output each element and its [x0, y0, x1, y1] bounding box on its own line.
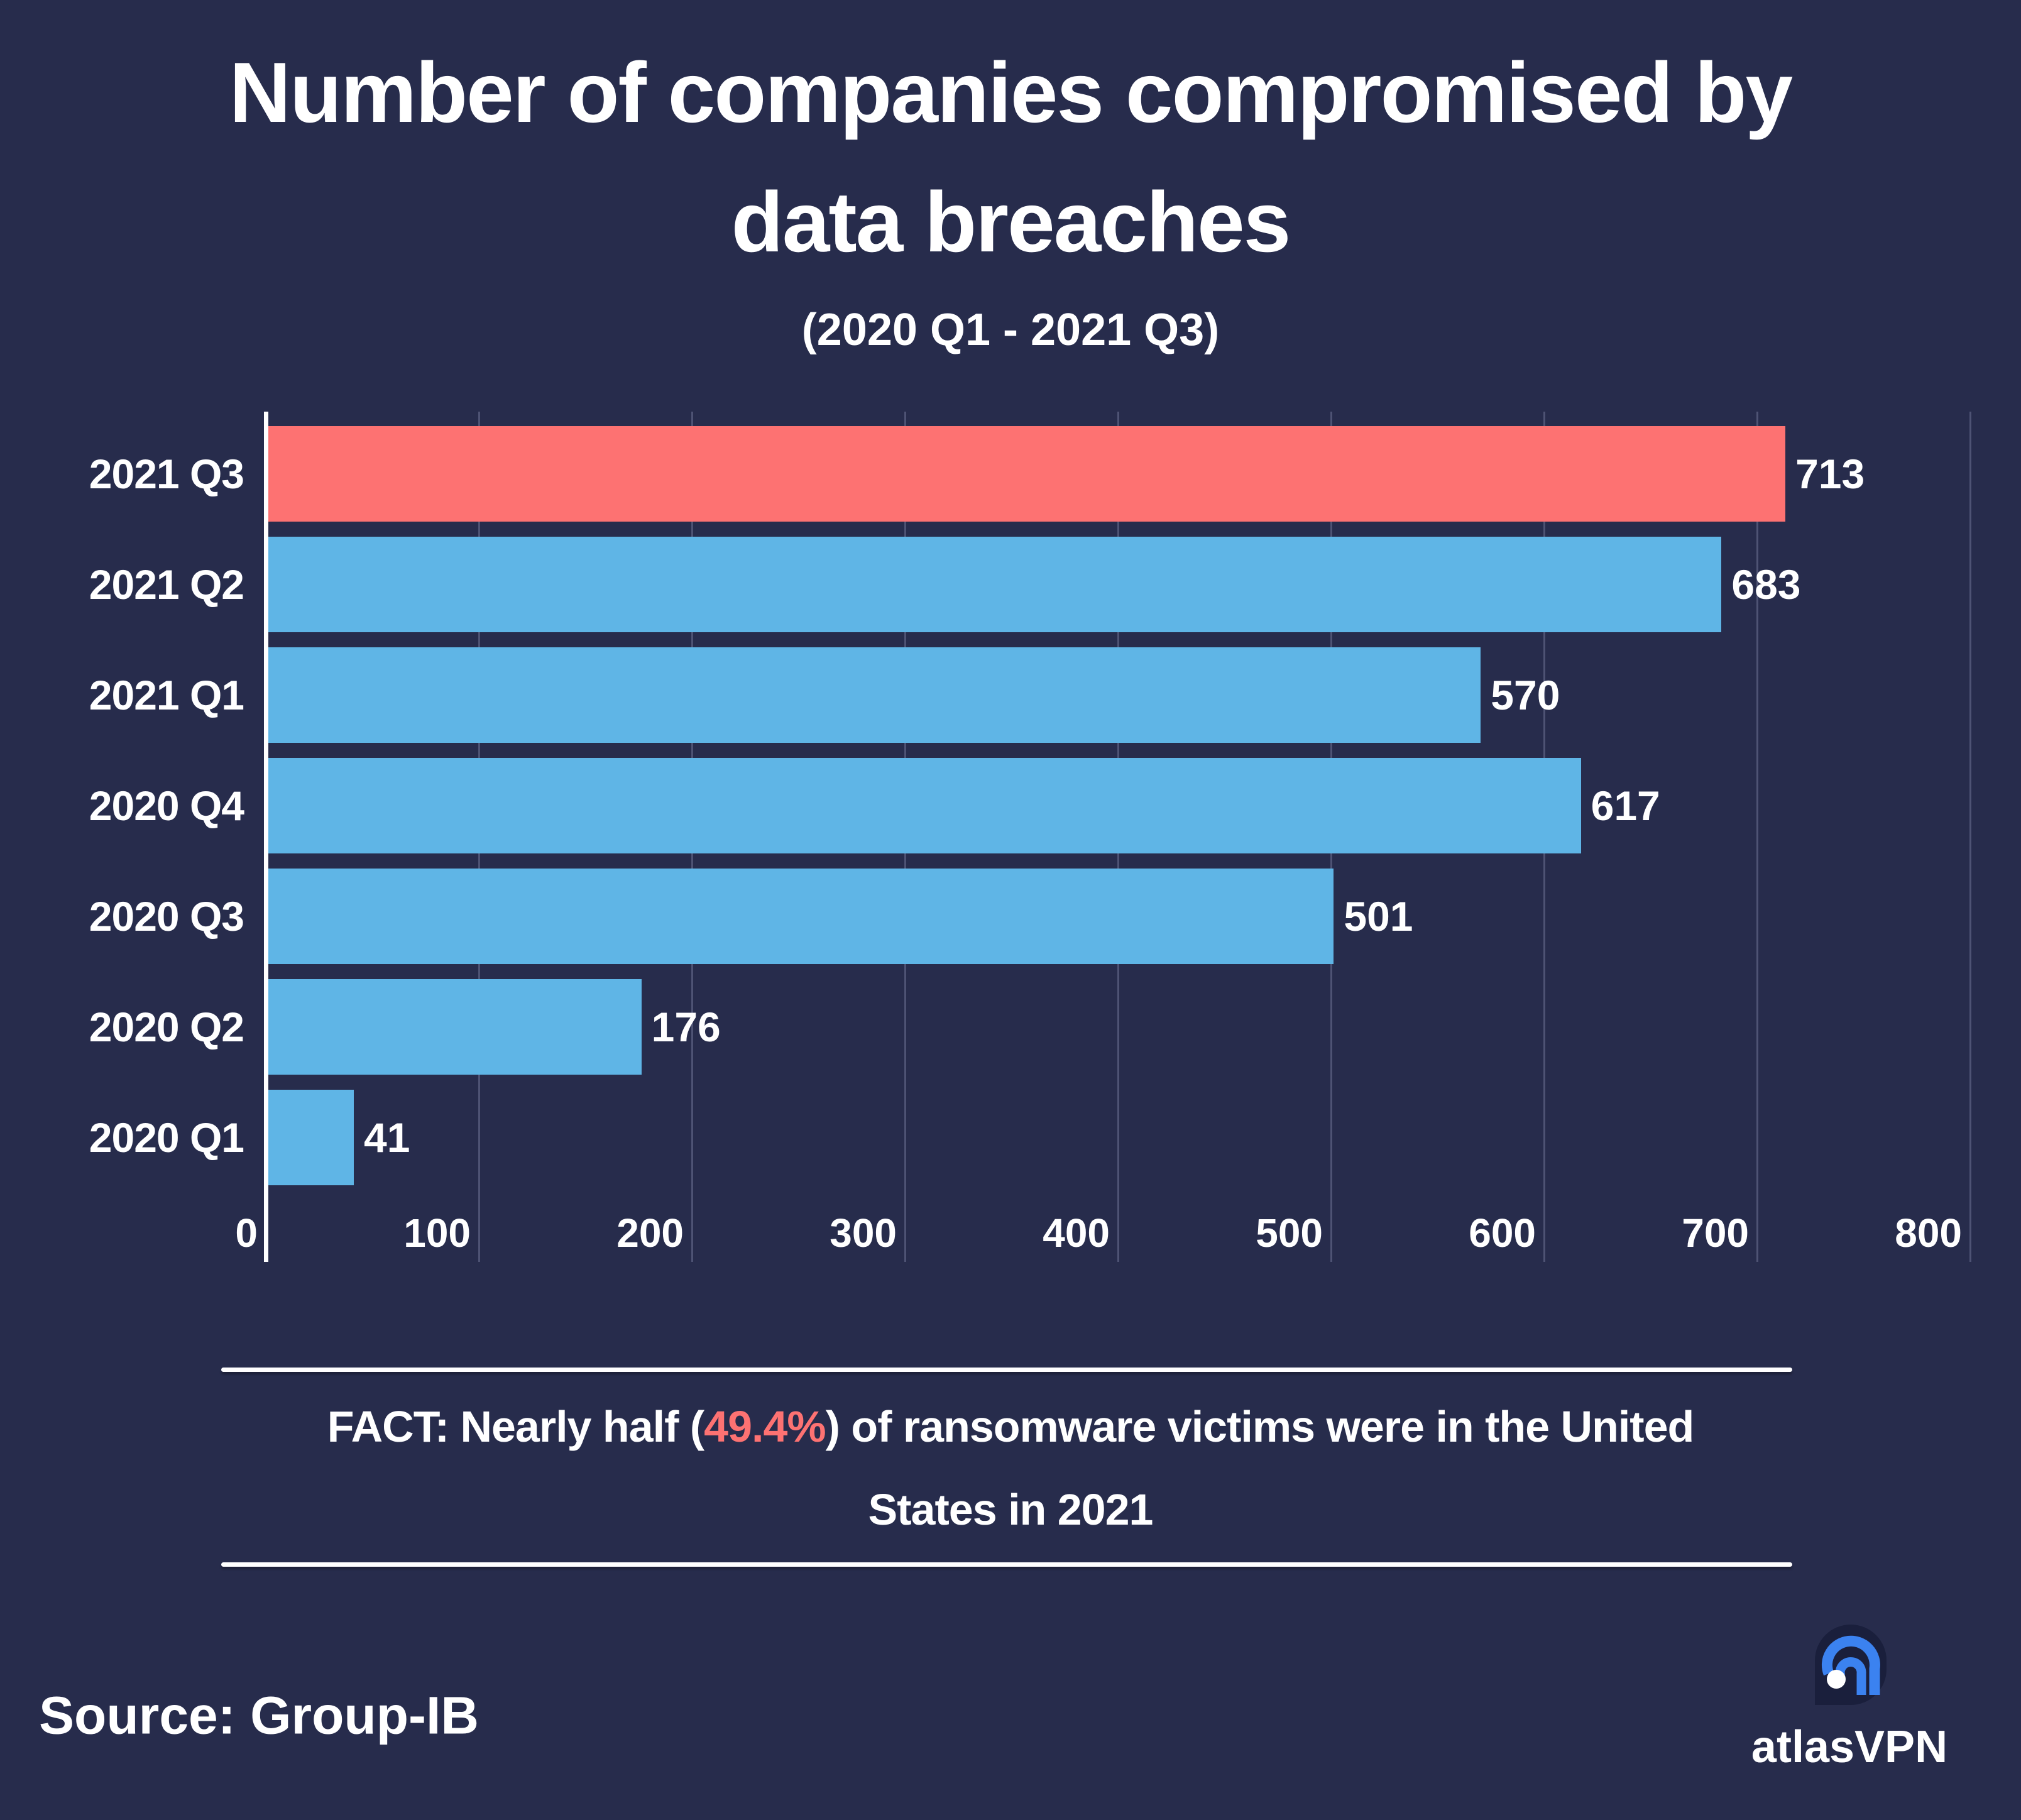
fact-divider-bottom [221, 1562, 1792, 1567]
x-tick-label-700: 700 [1682, 1210, 1749, 1256]
wordmark-atlas: atlas [1751, 1722, 1855, 1772]
x-tick-label-200: 200 [616, 1210, 684, 1256]
atlasvpn-wordmark: atlasVPN [1724, 1722, 1975, 1772]
value-label-2020-q1: 41 [363, 1114, 410, 1161]
atlasvpn-logo-icon [1815, 1625, 1887, 1705]
value-label-2021-q1: 570 [1491, 672, 1560, 718]
value-label-2021-q2: 683 [1731, 561, 1801, 608]
category-label-2020-q2: 2020 Q2 [89, 1004, 244, 1050]
x-tick-label-800: 800 [1895, 1210, 1962, 1256]
value-label-2020-q4: 617 [1591, 782, 1660, 829]
bar-2021-q3 [266, 426, 1786, 522]
x-tick-label-400: 400 [1043, 1210, 1110, 1256]
category-label-2021-q3: 2021 Q3 [89, 451, 244, 497]
bar-2021-q2 [266, 537, 1722, 632]
logo-outer-arc [1821, 1635, 1880, 1695]
bar-2020-q4 [266, 758, 1581, 853]
wordmark-vpn: VPN [1854, 1722, 1948, 1772]
fact-lead: FACT: Nearly half ( [327, 1402, 704, 1451]
x-tick-label-300: 300 [830, 1210, 897, 1256]
x-tick-label-100: 100 [403, 1210, 471, 1256]
category-label-2021-q2: 2021 Q2 [89, 561, 244, 608]
x-tick-label-600: 600 [1469, 1210, 1536, 1256]
category-label-2020-q4: 2020 Q4 [89, 782, 244, 829]
fact-divider-top [221, 1368, 1792, 1372]
bar-2020-q3 [266, 869, 1334, 964]
y-axis-line [264, 412, 268, 1262]
x-tick-label-0: 0 [235, 1210, 258, 1256]
source-credit: Source: Group-IB [39, 1686, 479, 1745]
chart-title-line1: Number of companies compromised by [229, 45, 1793, 140]
value-label-2020-q3: 501 [1344, 893, 1413, 940]
chart-title-line2: data breaches [731, 174, 1291, 270]
category-label-2020-q3: 2020 Q3 [89, 893, 244, 940]
bar-2021-q1 [266, 647, 1481, 743]
gridline-x-800 [1969, 412, 1971, 1262]
logo-dot [1827, 1670, 1846, 1689]
chart-subtitle: (2020 Q1 - 2021 Q3) [801, 305, 1220, 355]
category-label-2021-q1: 2021 Q1 [89, 672, 244, 718]
fact-callout: FACT: Nearly half (49.4%) of ransomware … [0, 1385, 2021, 1551]
x-tick-label-500: 500 [1256, 1210, 1323, 1256]
gridline-x-700 [1756, 412, 1758, 1262]
value-label-2020-q2: 176 [651, 1004, 721, 1050]
fact-rest: ) of ransomware victims were in the Unit… [825, 1402, 1695, 1451]
category-label-2020-q1: 2020 Q1 [89, 1114, 244, 1161]
fact-percentage: 49.4% [704, 1402, 826, 1451]
fact-line2: States in 2021 [868, 1485, 1154, 1534]
bar-2020-q1 [266, 1090, 354, 1185]
value-label-2021-q3: 713 [1795, 451, 1865, 497]
chart-title: Number of companies compromised by data … [0, 28, 2021, 287]
bar-2020-q2 [266, 979, 642, 1075]
